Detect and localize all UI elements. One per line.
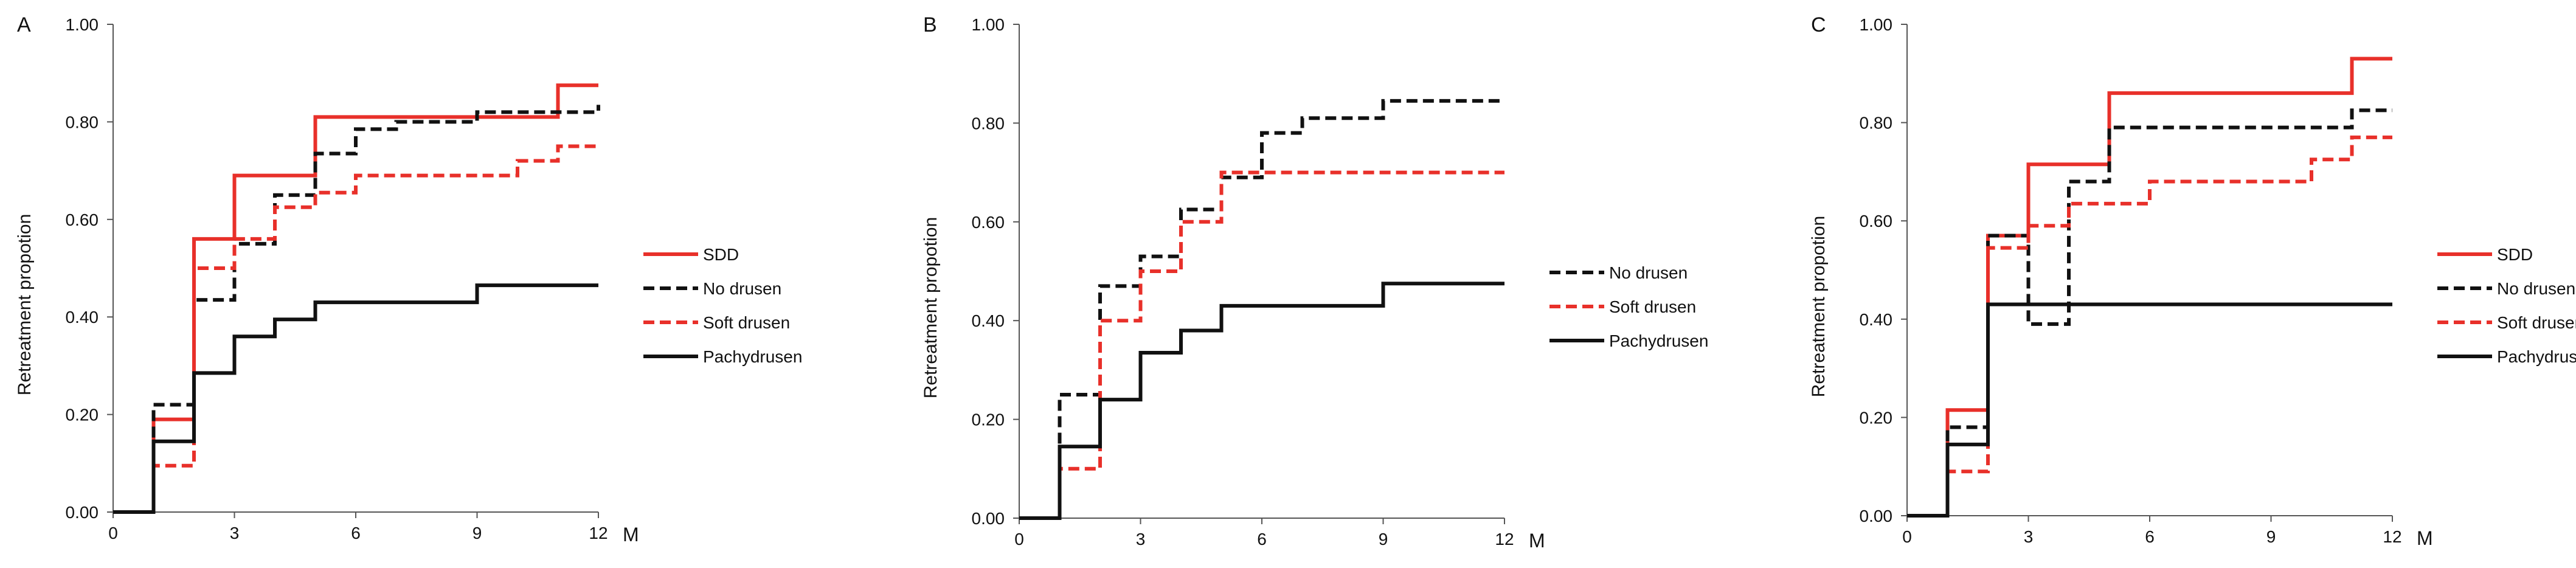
legend-label-sdd: SDD — [2497, 245, 2533, 264]
legend-label-soft-drusen: Soft drusen — [2497, 313, 2576, 332]
series-line-soft-drusen — [113, 144, 598, 514]
y-tick-label: 0.00 — [972, 509, 1005, 528]
x-tick-label: 6 — [351, 524, 361, 542]
y-tick-label: 1.00 — [1860, 15, 1893, 34]
y-tick-label: 0.80 — [1860, 114, 1893, 133]
x-tick-label: 6 — [1257, 530, 1267, 549]
series-line-sdd — [113, 83, 598, 514]
x-tick-label: 0 — [1014, 530, 1024, 549]
y-axis-label: Retreatment propotion — [15, 214, 35, 396]
legend-label-sdd: SDD — [703, 245, 739, 264]
series-line-no-drusen — [1907, 108, 2392, 518]
legend-label-pachydrusen: Pachydrusen — [703, 347, 802, 366]
y-axis-label: Retreatment propotion — [1809, 216, 1829, 398]
x-tick-label: 3 — [2024, 527, 2034, 546]
legend: No drusen Soft drusen Pachydrusen — [1549, 263, 1708, 350]
y-tick-label: 0.80 — [972, 114, 1005, 133]
y-tick-label: 0.80 — [66, 113, 99, 131]
series-line-pachydrusen — [1019, 282, 1504, 520]
series-line-pachydrusen — [113, 283, 598, 514]
legend: SDD No drusen Soft drusen Pachydrusen — [2437, 245, 2576, 366]
series-line-no-drusen — [113, 105, 600, 514]
y-tick-label: 0.20 — [1860, 408, 1893, 427]
x-tick-label: 6 — [2145, 527, 2155, 546]
legend-label-soft-drusen: Soft drusen — [1609, 297, 1696, 316]
x-tick-label: 3 — [1136, 530, 1146, 549]
series-line-sdd — [1907, 57, 2392, 518]
y-tick-label: 1.00 — [972, 15, 1005, 34]
y-tick-label: 0.40 — [972, 311, 1005, 330]
x-tick-label: 0 — [108, 524, 118, 542]
series-line-soft-drusen — [1019, 170, 1504, 520]
x-tick-label: 0 — [1902, 527, 1912, 546]
y-tick-label: 0.60 — [1860, 212, 1893, 230]
y-axis-label: Retreatment propotion — [921, 217, 941, 399]
y-tick-label: 0.00 — [1860, 507, 1893, 525]
x-tick-label: 12 — [589, 524, 608, 542]
legend-label-no-drusen: No drusen — [2497, 279, 2575, 298]
y-tick-label: 0.60 — [66, 210, 99, 229]
x-tick-label: 9 — [473, 524, 482, 542]
x-tick-label: 9 — [2266, 527, 2276, 546]
series-line-soft-drusen — [1907, 135, 2392, 518]
y-tick-label: 0.40 — [1860, 310, 1893, 329]
panel-label: B — [923, 13, 937, 36]
x-axis-label: M — [623, 524, 639, 545]
x-tick-label: 12 — [2383, 527, 2401, 546]
x-tick-label: 3 — [230, 524, 240, 542]
panel-label: C — [1811, 13, 1826, 36]
legend-label-pachydrusen: Pachydrusen — [2497, 347, 2576, 366]
series-line-pachydrusen — [1907, 302, 2392, 518]
legend-label-pachydrusen: Pachydrusen — [1609, 331, 1708, 350]
panel-label: A — [17, 13, 31, 36]
y-tick-label: 0.20 — [972, 410, 1005, 429]
x-tick-label: 12 — [1495, 530, 1514, 549]
legend-label-soft-drusen: Soft drusen — [703, 313, 790, 332]
y-tick-label: 1.00 — [66, 15, 99, 34]
x-tick-label: 9 — [1379, 530, 1388, 549]
legend: SDD No drusen Soft drusen Pachydrusen — [643, 245, 802, 366]
y-tick-label: 0.40 — [66, 308, 99, 327]
legend-label-no-drusen: No drusen — [703, 279, 781, 298]
chart-panel-c: C 0.00 0.20 0.40 0.60 0.80 1.00 0 3 6 9 12 M Retreatm… — [1809, 13, 2576, 549]
series-line-no-drusen — [1019, 99, 1504, 520]
chart-panel-b: B 0.00 0.20 0.40 0.60 0.80 1.00 0 3 6 9 12 M Retreatm… — [921, 13, 1708, 552]
legend-label-no-drusen: No drusen — [1609, 263, 1688, 282]
x-axis-label: M — [1529, 530, 1545, 552]
y-tick-label: 0.00 — [66, 503, 99, 522]
chart-panel-a: A 0.00 0.20 0.40 0.60 0.80 1.00 0 3 6 9 12 M Retreatm… — [15, 13, 802, 545]
y-tick-label: 0.20 — [66, 406, 99, 424]
x-axis-label: M — [2417, 527, 2433, 549]
y-tick-label: 0.60 — [972, 213, 1005, 232]
